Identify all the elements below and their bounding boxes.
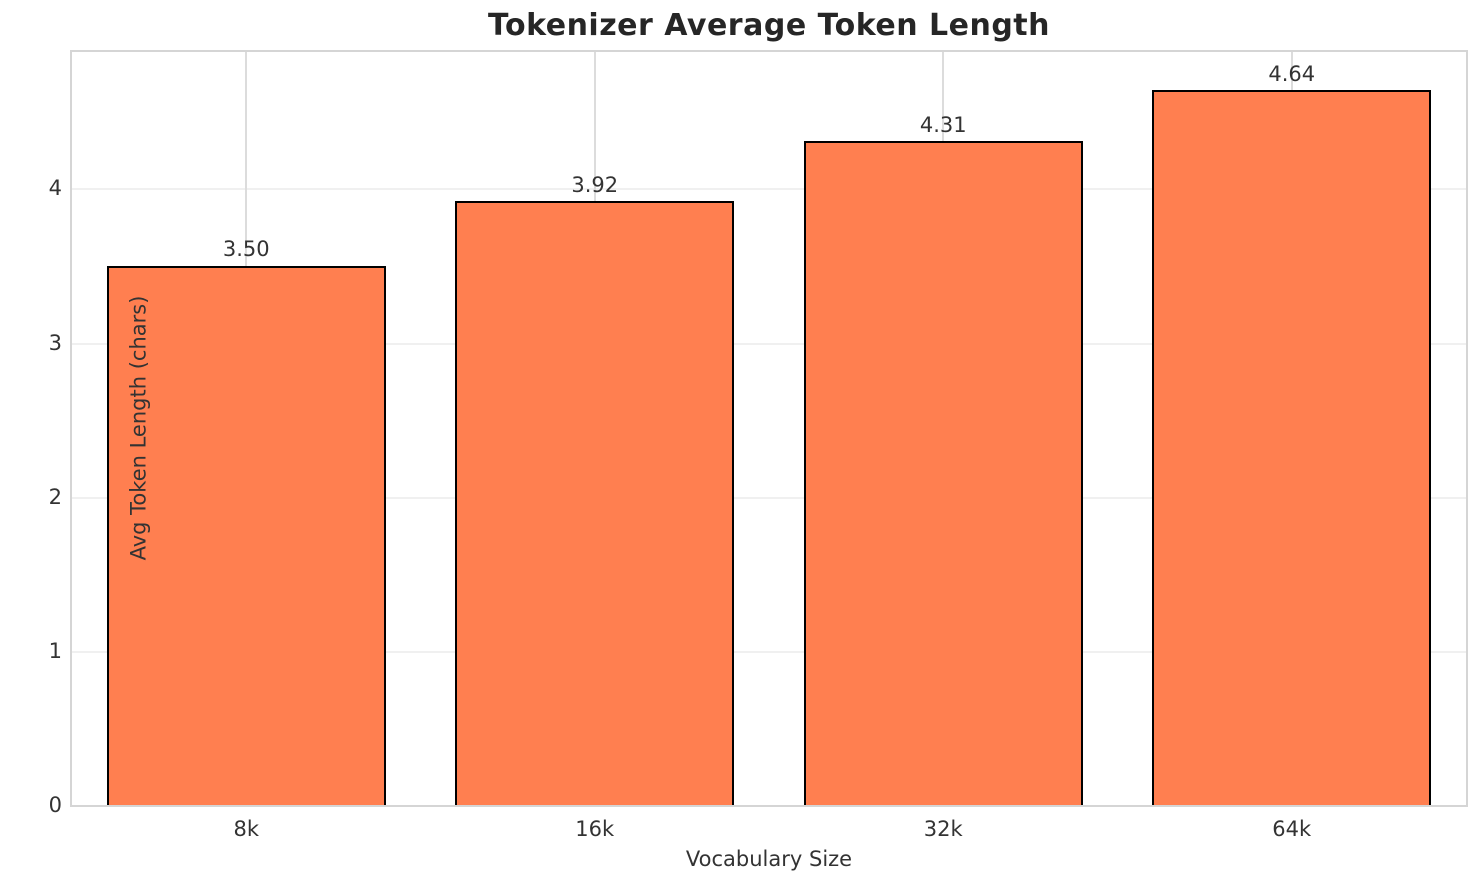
gridline-horizontal bbox=[72, 342, 1466, 345]
plot-area: 3.50 3.92 4.31 4.64 bbox=[70, 50, 1468, 807]
x-tick-label: 64k bbox=[1272, 817, 1312, 841]
y-tick-label: 4 bbox=[48, 176, 62, 201]
x-axis-label: Vocabulary Size bbox=[685, 847, 853, 871]
bar-value-label: 4.64 bbox=[1268, 61, 1316, 86]
bar-16k bbox=[455, 200, 735, 805]
x-tick-label: 16k bbox=[575, 817, 615, 841]
y-axis-label: Avg Token Length (chars) bbox=[126, 295, 151, 561]
y-tick-label: 2 bbox=[48, 484, 62, 509]
y-tick-label: 1 bbox=[48, 638, 62, 663]
x-tick-label: 32k bbox=[923, 817, 963, 841]
bar-32k bbox=[803, 140, 1083, 805]
gridline-horizontal bbox=[72, 496, 1466, 499]
x-tick-label: 8k bbox=[233, 817, 260, 841]
gridline-horizontal bbox=[72, 650, 1466, 653]
bar-value-label: 4.31 bbox=[919, 112, 967, 137]
bar-8k bbox=[106, 265, 386, 805]
bar-value-label: 3.50 bbox=[222, 237, 270, 262]
chart-title: Tokenizer Average Token Length bbox=[487, 8, 1050, 43]
y-tick-label: 3 bbox=[48, 330, 62, 355]
bar-64k bbox=[1152, 89, 1432, 805]
gridline-horizontal bbox=[72, 188, 1466, 191]
y-tick-label: 0 bbox=[48, 793, 62, 817]
bar-value-label: 3.92 bbox=[571, 172, 619, 197]
